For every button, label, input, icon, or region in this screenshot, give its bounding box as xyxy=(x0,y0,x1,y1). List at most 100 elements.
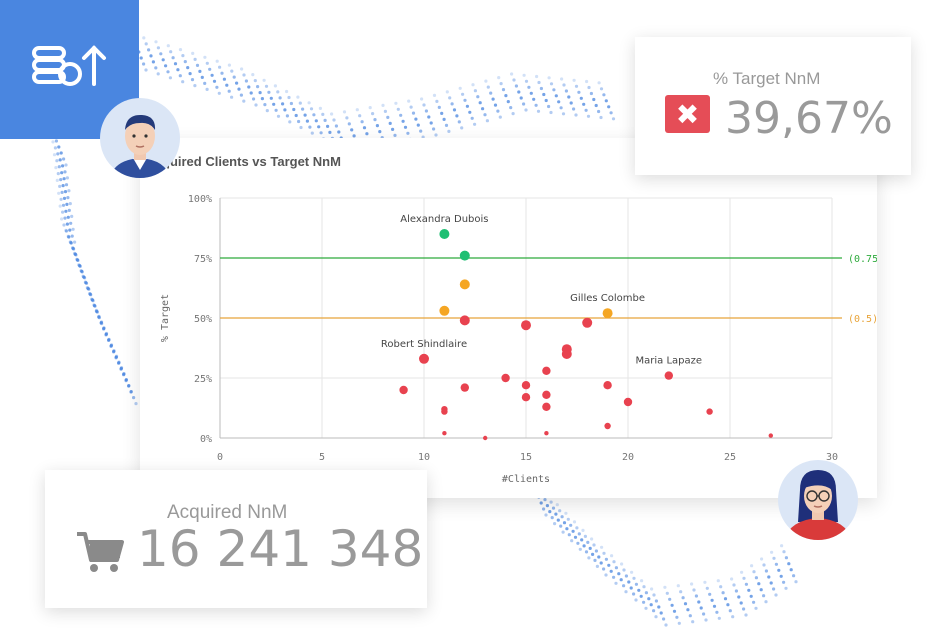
decor-dot xyxy=(612,575,616,579)
data-point[interactable] xyxy=(441,408,448,415)
decor-dot xyxy=(627,580,631,584)
decor-dot xyxy=(597,555,601,559)
data-point[interactable] xyxy=(561,349,572,359)
decor-dot xyxy=(303,113,307,117)
decor-dot xyxy=(264,84,269,88)
decor-dot xyxy=(183,60,187,64)
decor-dot xyxy=(269,96,273,100)
data-point[interactable] xyxy=(542,390,551,399)
data-point[interactable] xyxy=(542,402,551,411)
decor-dot xyxy=(670,603,674,607)
decor-dot xyxy=(355,108,359,112)
decor-dot xyxy=(717,616,721,620)
data-point[interactable] xyxy=(664,371,673,380)
decor-dot xyxy=(501,88,506,92)
decor-dot xyxy=(285,114,289,118)
decor-dot xyxy=(683,602,688,606)
data-point[interactable] xyxy=(439,229,450,239)
decor-dot xyxy=(181,80,185,84)
decor-dot xyxy=(378,130,382,134)
data-point[interactable] xyxy=(483,435,488,441)
decor-dot xyxy=(65,222,69,226)
data-point[interactable] xyxy=(501,373,510,383)
decor-dot xyxy=(55,159,59,163)
y-tick-label: 25% xyxy=(194,374,212,385)
decor-dot xyxy=(586,114,591,118)
data-point[interactable] xyxy=(459,315,470,326)
decor-dot xyxy=(305,119,309,123)
decor-dot xyxy=(593,558,597,563)
data-point[interactable] xyxy=(521,393,531,402)
decor-dot xyxy=(249,91,253,95)
decor-dot xyxy=(772,556,776,560)
decor-dot xyxy=(368,106,372,110)
decor-dot xyxy=(750,564,754,568)
data-point[interactable] xyxy=(399,385,408,395)
data-point[interactable] xyxy=(521,381,531,390)
decor-dot xyxy=(762,563,766,567)
decor-dot xyxy=(690,582,694,586)
decor-dot xyxy=(564,89,569,93)
decor-dot xyxy=(556,518,560,522)
data-point[interactable] xyxy=(521,320,531,331)
decor-dot xyxy=(742,607,746,611)
data-point[interactable] xyxy=(582,317,593,328)
decor-dot xyxy=(66,215,70,219)
data-point[interactable] xyxy=(544,431,549,436)
decor-dot xyxy=(274,108,278,112)
decor-dot xyxy=(617,572,621,576)
data-point[interactable] xyxy=(602,308,613,319)
decor-dot xyxy=(134,402,138,406)
data-point[interactable] xyxy=(706,408,713,415)
data-point[interactable] xyxy=(439,305,450,316)
decor-dot xyxy=(570,539,574,543)
point-annotation: Robert Shindlaire xyxy=(381,339,467,350)
data-point[interactable] xyxy=(623,397,633,407)
decor-dot xyxy=(86,287,90,291)
decor-dot xyxy=(460,126,464,130)
decor-dot xyxy=(62,177,66,181)
decor-dot xyxy=(227,89,231,93)
decor-dot xyxy=(599,87,604,91)
decor-dot xyxy=(240,67,244,71)
decor-dot xyxy=(564,511,568,515)
decor-dot xyxy=(215,59,219,63)
decor-dot xyxy=(715,610,719,614)
decor-dot xyxy=(330,112,334,116)
kpi-target-card: % Target NnM ✖ 39,67% xyxy=(635,37,911,175)
decor-dot xyxy=(67,208,71,212)
decor-dot xyxy=(54,139,59,143)
decor-dot xyxy=(468,110,472,114)
x-axis-label: #Clients xyxy=(502,474,550,485)
data-point[interactable] xyxy=(442,431,447,436)
data-point[interactable] xyxy=(768,433,773,438)
decor-dot xyxy=(391,127,395,131)
decor-dot xyxy=(64,229,68,233)
decor-dot xyxy=(129,390,133,394)
decor-dot xyxy=(792,574,796,578)
data-point[interactable] xyxy=(459,279,470,290)
data-point[interactable] xyxy=(419,353,429,364)
decor-dot xyxy=(70,234,74,238)
decor-dot xyxy=(156,46,160,50)
decor-dot xyxy=(230,95,234,99)
point-annotation: Alexandra Dubois xyxy=(400,214,488,225)
decor-dot xyxy=(276,90,280,94)
data-point[interactable] xyxy=(542,366,551,375)
decor-dot xyxy=(164,64,168,68)
decor-dot xyxy=(595,564,600,569)
decor-dot xyxy=(728,609,732,613)
decor-dot xyxy=(56,152,60,156)
decor-dot xyxy=(350,128,354,132)
data-point[interactable] xyxy=(604,422,611,430)
data-point[interactable] xyxy=(460,383,469,392)
decor-dot xyxy=(80,270,84,274)
decor-dot xyxy=(222,77,226,81)
decor-dot xyxy=(166,70,170,74)
decor-dot xyxy=(567,533,571,537)
data-point[interactable] xyxy=(603,381,612,390)
decor-dot xyxy=(317,125,321,129)
data-point[interactable] xyxy=(459,250,470,261)
decor-dot xyxy=(61,203,66,207)
decor-dot xyxy=(784,586,788,590)
